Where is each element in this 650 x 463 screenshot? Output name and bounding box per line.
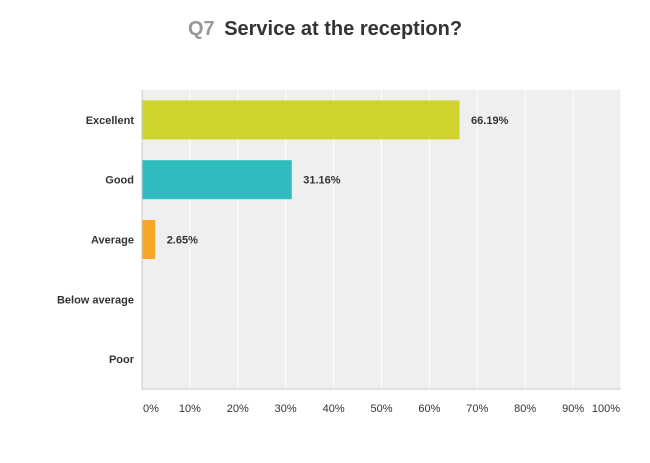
x-tick-label: 70% (466, 403, 488, 415)
x-tick-label: 100% (592, 403, 620, 415)
x-tick-label: 20% (227, 403, 249, 415)
question-text: Service at the reception? (224, 18, 463, 40)
x-tick-label: 90% (562, 403, 584, 415)
category-label: Poor (109, 354, 135, 366)
x-tick-label: 30% (275, 403, 297, 415)
x-tick-label: 0% (143, 403, 159, 415)
bar (142, 220, 156, 259)
x-tick-label: 10% (179, 403, 201, 415)
x-tick-label: 80% (514, 403, 536, 415)
data-label: 66.19% (471, 115, 509, 127)
data-label: 31.16% (303, 175, 341, 187)
bar (142, 100, 460, 140)
chart-title: Q7 Service at the reception? (0, 18, 650, 41)
category-label: Below average (57, 294, 134, 306)
category-label: Excellent (86, 115, 135, 127)
x-tick-label: 40% (323, 403, 345, 415)
category-label: Good (105, 175, 134, 187)
bar (142, 160, 292, 200)
x-tick-label: 50% (370, 403, 392, 415)
question-number: Q7 (187, 18, 215, 40)
x-tick-label: 60% (418, 403, 440, 415)
category-label: Average (91, 235, 134, 247)
data-label: 2.65% (167, 235, 198, 247)
